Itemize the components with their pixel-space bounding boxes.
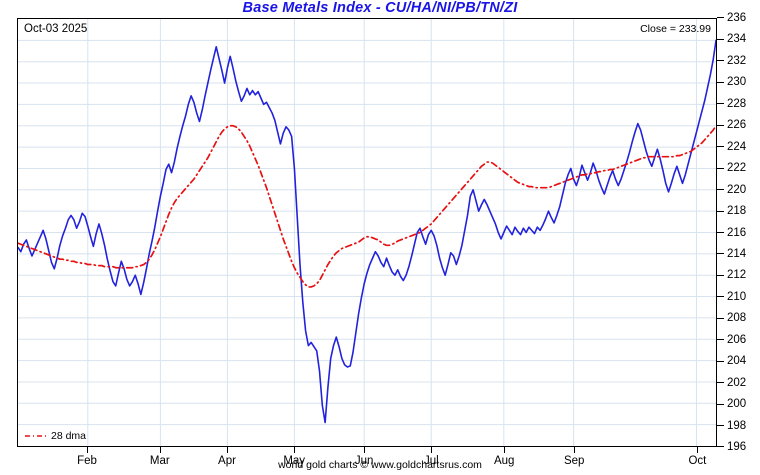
- grid-layer: [18, 19, 716, 446]
- x-axis-tickmark: [159, 447, 161, 453]
- x-axis-tickmark: [697, 447, 699, 453]
- x-axis-tickmark: [87, 447, 88, 453]
- y-axis-tick: 216: [717, 227, 746, 239]
- x-axis-tick: Mar: [149, 455, 170, 467]
- x-axis: Feb Mar Apr May Jun Jul Aug Sep Oct: [17, 447, 717, 471]
- y-axis-tick: 222: [717, 162, 746, 174]
- y-axis-tick: 212: [717, 269, 746, 281]
- y-axis-tick: 198: [717, 420, 746, 432]
- y-axis: 196 198 200 202 204 206 208 210 212 214 216 218 220 2…: [717, 12, 760, 453]
- chart-title: Base Metals Index - CU/HA/NI/PB/TN/ZI: [242, 0, 518, 16]
- x-axis-tick: Oct: [688, 455, 707, 467]
- y-axis-tick: 206: [717, 334, 746, 346]
- y-axis-tick: 220: [717, 184, 746, 196]
- y-axis-tick: 224: [717, 141, 746, 153]
- footer-credit: world gold charts © www.goldchartsrus.co…: [278, 459, 482, 471]
- y-axis-tick: 204: [717, 355, 746, 367]
- y-axis-tick: 196: [717, 441, 746, 453]
- data-layer: [18, 39, 716, 424]
- x-axis-tick: Jun: [354, 455, 374, 467]
- x-axis-tick: Feb: [77, 455, 97, 467]
- x-axis-tickmark: [574, 447, 576, 453]
- x-axis-tick: Aug: [493, 455, 515, 467]
- x-axis-tickmark: [431, 447, 433, 453]
- y-axis-tick: 234: [717, 33, 746, 45]
- x-axis-tickmark: [294, 447, 296, 453]
- y-axis-tick: 210: [717, 291, 746, 303]
- y-axis-tick: 226: [717, 119, 746, 131]
- x-axis-tick: Jul: [424, 455, 439, 467]
- date-label: Oct-03 2025: [24, 23, 88, 35]
- x-axis-tickmark: [504, 447, 506, 453]
- y-axis-tick: 202: [717, 377, 746, 389]
- plot-area: Oct-03 2025 Close = 233.99 28 dma: [17, 18, 717, 447]
- y-axis-tick: 230: [717, 76, 746, 88]
- y-axis-tick: 236: [717, 12, 746, 24]
- dma-line-swatch-icon: [25, 435, 46, 437]
- y-axis-tick: 232: [717, 55, 746, 67]
- y-axis-tick: 228: [717, 98, 746, 110]
- y-axis-tick: 218: [717, 205, 746, 217]
- close-value-label: Close = 233.99: [640, 23, 711, 35]
- legend: 28 dma: [25, 430, 86, 442]
- y-axis-tick: 208: [717, 312, 746, 324]
- x-axis-tickmark: [364, 447, 366, 453]
- x-axis-tickmark: [227, 447, 228, 453]
- x-axis-tick: May: [283, 455, 306, 467]
- x-axis-tick: Apr: [218, 455, 236, 467]
- x-axis-tick: Sep: [563, 455, 585, 467]
- legend-label-dma: 28 dma: [51, 430, 87, 442]
- y-axis-tick: 214: [717, 248, 746, 260]
- y-axis-tick: 200: [717, 398, 746, 410]
